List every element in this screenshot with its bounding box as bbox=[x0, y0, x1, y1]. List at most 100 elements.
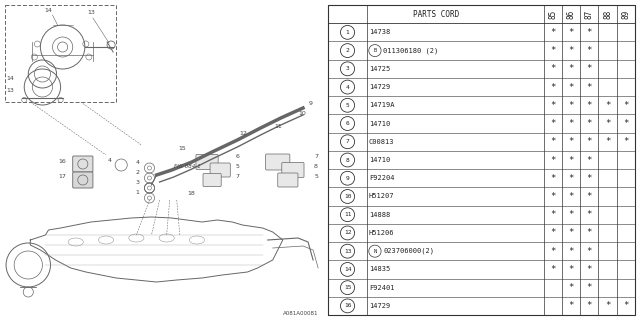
Text: *: * bbox=[550, 119, 556, 128]
Text: 13: 13 bbox=[6, 88, 14, 93]
Text: 10: 10 bbox=[344, 194, 351, 199]
Text: *: * bbox=[550, 174, 556, 183]
Text: 14: 14 bbox=[344, 267, 351, 272]
Text: *: * bbox=[587, 174, 592, 183]
Text: *: * bbox=[587, 137, 592, 146]
Text: *: * bbox=[587, 156, 592, 164]
Text: *: * bbox=[550, 192, 556, 201]
Text: 12: 12 bbox=[344, 230, 351, 236]
Text: H51207: H51207 bbox=[369, 194, 394, 199]
Text: 14738: 14738 bbox=[369, 29, 390, 35]
Text: 14710: 14710 bbox=[369, 121, 390, 126]
FancyBboxPatch shape bbox=[282, 163, 304, 178]
Text: 11: 11 bbox=[275, 124, 282, 129]
Text: *: * bbox=[550, 64, 556, 73]
Text: 12: 12 bbox=[239, 131, 247, 136]
Text: 14835: 14835 bbox=[369, 267, 390, 272]
Text: 18: 18 bbox=[187, 191, 195, 196]
Text: F92401: F92401 bbox=[369, 285, 394, 291]
Text: 14729: 14729 bbox=[369, 84, 390, 90]
Text: *: * bbox=[568, 283, 574, 292]
Text: FIG 084-1: FIG 084-1 bbox=[173, 164, 200, 169]
Text: 85: 85 bbox=[548, 10, 557, 19]
Text: 10: 10 bbox=[298, 111, 306, 116]
Text: *: * bbox=[587, 101, 592, 110]
Text: *: * bbox=[550, 265, 556, 274]
Text: *: * bbox=[623, 101, 628, 110]
Text: *: * bbox=[550, 210, 556, 219]
Text: 4: 4 bbox=[135, 160, 140, 165]
Text: 8: 8 bbox=[314, 164, 318, 169]
Text: *: * bbox=[587, 192, 592, 201]
Text: 14: 14 bbox=[6, 76, 14, 81]
Text: *: * bbox=[568, 192, 574, 201]
FancyBboxPatch shape bbox=[196, 155, 218, 170]
Text: 87: 87 bbox=[585, 10, 594, 19]
FancyBboxPatch shape bbox=[203, 173, 221, 187]
Text: *: * bbox=[587, 64, 592, 73]
Text: 3: 3 bbox=[135, 180, 140, 185]
Text: A081A00081: A081A00081 bbox=[283, 311, 318, 316]
Text: H51206: H51206 bbox=[369, 230, 394, 236]
Text: 1: 1 bbox=[135, 190, 140, 195]
FancyBboxPatch shape bbox=[73, 172, 93, 188]
Text: 4: 4 bbox=[346, 84, 349, 90]
Text: N: N bbox=[373, 249, 376, 254]
Text: 1: 1 bbox=[346, 30, 349, 35]
Text: *: * bbox=[587, 228, 592, 237]
Text: 15: 15 bbox=[344, 285, 351, 290]
Text: *: * bbox=[587, 283, 592, 292]
Text: *: * bbox=[587, 210, 592, 219]
Text: 5: 5 bbox=[346, 103, 349, 108]
Text: *: * bbox=[587, 247, 592, 256]
Text: 89: 89 bbox=[621, 10, 630, 19]
Text: 4: 4 bbox=[108, 158, 112, 163]
Text: *: * bbox=[587, 265, 592, 274]
Text: *: * bbox=[568, 119, 574, 128]
Text: 14729: 14729 bbox=[369, 303, 390, 309]
Text: 3: 3 bbox=[346, 66, 349, 71]
Text: PARTS CORD: PARTS CORD bbox=[413, 10, 459, 19]
FancyBboxPatch shape bbox=[210, 163, 230, 177]
FancyBboxPatch shape bbox=[278, 173, 298, 187]
Text: 2: 2 bbox=[346, 48, 349, 53]
Text: *: * bbox=[568, 46, 574, 55]
Text: 16: 16 bbox=[344, 303, 351, 308]
Text: 7: 7 bbox=[346, 139, 349, 144]
Text: *: * bbox=[568, 64, 574, 73]
Text: 88: 88 bbox=[603, 10, 612, 19]
Text: *: * bbox=[605, 301, 611, 310]
Text: *: * bbox=[568, 265, 574, 274]
Text: *: * bbox=[568, 28, 574, 37]
Text: *: * bbox=[550, 228, 556, 237]
Text: *: * bbox=[550, 28, 556, 37]
Text: 13: 13 bbox=[87, 10, 95, 15]
Text: *: * bbox=[568, 137, 574, 146]
Text: 14719A: 14719A bbox=[369, 102, 394, 108]
Text: *: * bbox=[605, 137, 611, 146]
FancyBboxPatch shape bbox=[266, 154, 290, 170]
Text: *: * bbox=[550, 46, 556, 55]
Text: *: * bbox=[568, 210, 574, 219]
Text: *: * bbox=[623, 119, 628, 128]
Text: *: * bbox=[550, 101, 556, 110]
Text: *: * bbox=[587, 46, 592, 55]
Text: 011306180 (2): 011306180 (2) bbox=[383, 47, 438, 54]
Text: 7: 7 bbox=[236, 174, 239, 179]
Text: 2: 2 bbox=[135, 170, 140, 175]
Text: 14888: 14888 bbox=[369, 212, 390, 218]
Text: *: * bbox=[568, 228, 574, 237]
Text: 16: 16 bbox=[59, 159, 67, 164]
Text: 5: 5 bbox=[314, 174, 318, 179]
Text: 6: 6 bbox=[346, 121, 349, 126]
Text: *: * bbox=[587, 28, 592, 37]
Text: *: * bbox=[568, 174, 574, 183]
Text: 14725: 14725 bbox=[369, 66, 390, 72]
Text: *: * bbox=[568, 83, 574, 92]
Text: F92204: F92204 bbox=[369, 175, 394, 181]
Text: 13: 13 bbox=[344, 249, 351, 254]
Text: 8: 8 bbox=[346, 157, 349, 163]
Text: *: * bbox=[623, 137, 628, 146]
Text: *: * bbox=[568, 156, 574, 164]
Text: *: * bbox=[568, 101, 574, 110]
